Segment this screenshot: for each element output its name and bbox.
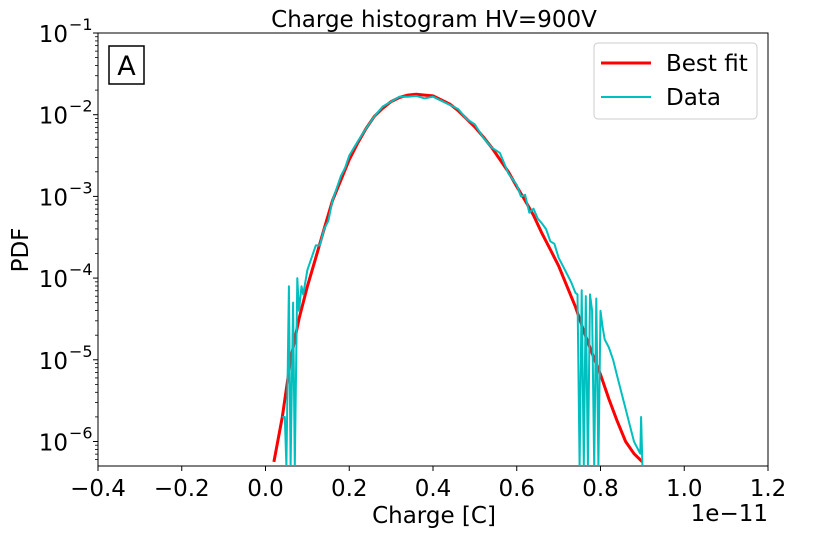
x-tick-label: 0.4 [415,476,452,502]
y-tick-label-exponent: −3 [69,178,93,197]
chart-title: Charge histogram HV=900V [271,7,597,33]
legend: Best fit Data [593,42,758,120]
x-axis-offset-label: 1e−11 [691,501,768,527]
x-tick-label: 0.2 [331,476,368,502]
y-tick-label-base: 10 [39,104,68,130]
x-tick-label: 1.2 [750,476,787,502]
x-tick-label: 1.0 [666,476,703,502]
series-line-data [282,94,644,466]
x-axis-label: Charge [C] [372,503,496,529]
y-tick-label-exponent: −6 [69,423,93,442]
panel-label-box: A [108,45,145,85]
legend-label-best-fit: Best fit [666,51,748,77]
y-tick-label-base: 10 [39,349,68,375]
y-tick-label-exponent: −2 [69,97,93,116]
y-tick-label-exponent: −1 [69,15,93,34]
y-tick-label-base: 10 [39,22,68,48]
y-tick-label-base: 10 [39,430,68,456]
x-tick-label: 0.6 [498,476,535,502]
panel-label: A [117,51,136,82]
y-axis-label: PDF [8,228,34,273]
y-tick-label-base: 10 [39,185,68,211]
x-tick-label: −0.2 [154,476,210,502]
y-tick-label-exponent: −5 [69,342,93,361]
y-tick-label-exponent: −4 [69,260,93,279]
x-tick-label: 0.8 [582,476,619,502]
series-layer [272,92,644,466]
x-tick-label: 0.0 [247,476,284,502]
x-tick-label: −0.4 [70,476,126,502]
y-axis-ticks: 10−610−510−410−310−210−1 [39,15,98,461]
panel-label-frame [108,45,145,85]
x-axis-ticks: −0.4 −0.2 0.0 0.2 0.4 0.6 0.8 1.0 1.2 [70,466,786,502]
y-tick-label-base: 10 [39,267,68,293]
legend-label-data: Data [666,85,721,111]
